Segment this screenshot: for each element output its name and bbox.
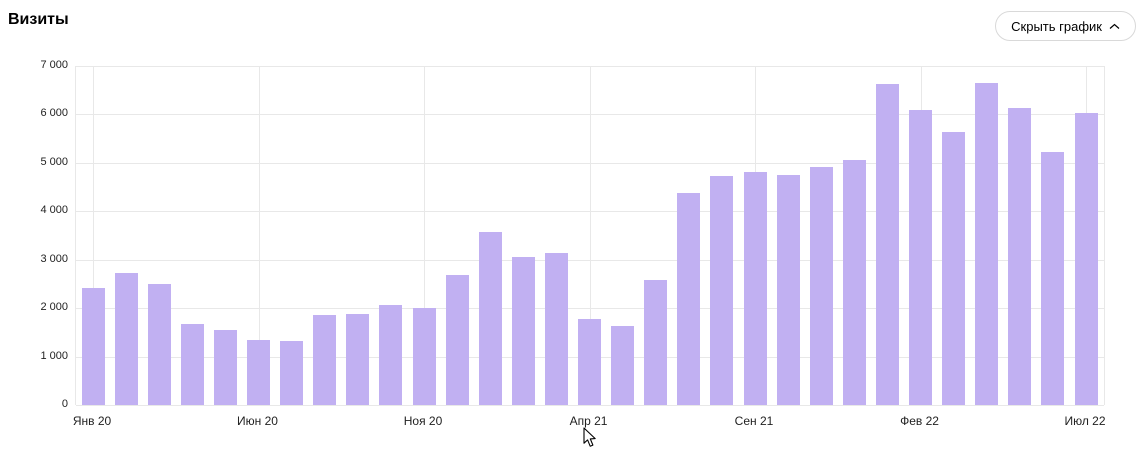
bar-Июн 20[interactable] xyxy=(247,339,270,405)
bar-Июл 22[interactable] xyxy=(1074,112,1098,405)
bar-Янв 22[interactable] xyxy=(875,84,899,405)
bar-Июн 22[interactable] xyxy=(1041,151,1065,405)
bar-Ноя 20[interactable] xyxy=(412,307,436,405)
plot-area xyxy=(75,66,1105,406)
y-axis-tick-label: 6 000 xyxy=(40,107,68,120)
bar-Ноя 21[interactable] xyxy=(809,166,833,405)
y-axis-tick-label: 3 000 xyxy=(40,252,68,265)
y-axis-tick-label: 5 000 xyxy=(40,155,68,168)
page-title: Визиты xyxy=(8,11,69,28)
y-axis-tick-label: 2 000 xyxy=(40,301,68,314)
y-axis-tick-label: 1 000 xyxy=(40,349,68,362)
x-axis-tick-label: Сен 21 xyxy=(734,414,774,428)
bar-Апр 21[interactable] xyxy=(578,318,601,405)
bar-Июл 20[interactable] xyxy=(280,340,304,405)
y-axis-tick-label: 0 xyxy=(61,398,68,410)
y-axis-tick-label: 7 000 xyxy=(40,59,68,71)
bar-Сен 20[interactable] xyxy=(346,313,370,405)
bar-Дек 20[interactable] xyxy=(445,274,469,405)
bar-Янв 20[interactable] xyxy=(81,287,105,405)
x-axis-tick-label: Апр 21 xyxy=(569,414,608,428)
chevron-up-icon xyxy=(1109,23,1120,30)
bar-Окт 21[interactable] xyxy=(776,175,800,405)
bar-Авг 21[interactable] xyxy=(710,176,734,405)
bar-Фев 20[interactable] xyxy=(114,272,138,405)
mouse-cursor xyxy=(583,427,597,453)
bar-Фев 22[interactable] xyxy=(909,109,932,405)
bar-Мар 21[interactable] xyxy=(544,252,568,405)
x-axis-tick-label: Июн 20 xyxy=(237,414,278,428)
bar-Фев 21[interactable] xyxy=(511,256,535,405)
bar-Май 21[interactable] xyxy=(611,326,635,405)
x-axis-tick-label: Ноя 20 xyxy=(403,414,443,428)
bar-Сен 21[interactable] xyxy=(743,171,767,405)
y-axis-tick-label: 4 000 xyxy=(40,204,68,217)
bar-Окт 20[interactable] xyxy=(379,304,403,405)
hide-chart-button-label: Скрыть график xyxy=(1011,18,1102,34)
bar-Май 20[interactable] xyxy=(213,329,237,405)
bar-Янв 21[interactable] xyxy=(478,231,502,405)
bar-Июл 21[interactable] xyxy=(677,192,701,405)
x-axis-tick-label: Фев 22 xyxy=(900,414,939,428)
bar-Апр 22[interactable] xyxy=(975,83,999,405)
bar-Июн 21[interactable] xyxy=(644,279,668,405)
v-gridline xyxy=(424,66,425,405)
bar-Мар 22[interactable] xyxy=(942,132,966,405)
v-gridline xyxy=(258,66,260,405)
bar-Мар 20[interactable] xyxy=(147,283,171,405)
bar-Апр 20[interactable] xyxy=(180,323,204,405)
hide-chart-button[interactable]: Скрыть график xyxy=(995,11,1136,41)
v-gridline xyxy=(93,66,94,405)
x-axis-tick-label: Июл 22 xyxy=(1064,414,1106,428)
x-axis-tick-label: Янв 20 xyxy=(72,414,112,428)
bar-Авг 20[interactable] xyxy=(313,314,337,405)
bar-Май 22[interactable] xyxy=(1008,107,1032,405)
v-gridline xyxy=(589,66,591,405)
h-gridline xyxy=(76,405,1104,406)
bar-Дек 21[interactable] xyxy=(842,160,866,405)
